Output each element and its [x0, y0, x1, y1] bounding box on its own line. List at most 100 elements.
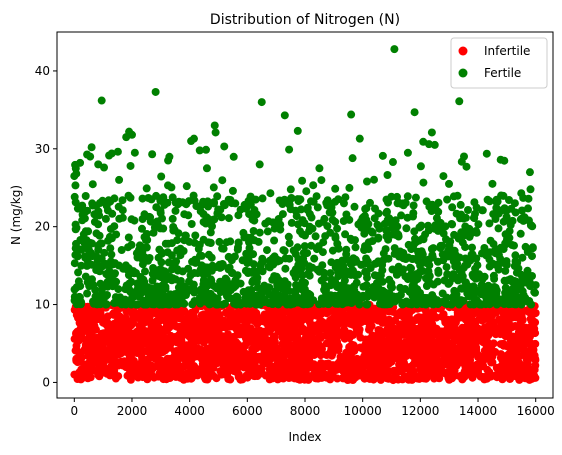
infertile-point: [413, 374, 422, 383]
fertile-point: [182, 182, 191, 191]
fertile-point: [203, 263, 212, 272]
fertile-point: [445, 241, 454, 250]
fertile-point: [257, 98, 266, 107]
x-tick-label: 2000: [117, 404, 148, 418]
infertile-point: [154, 322, 163, 331]
fertile-point: [294, 294, 303, 303]
fertile-point: [83, 256, 92, 265]
fertile-point: [199, 276, 208, 285]
fertile-point: [339, 299, 348, 308]
fertile-point: [488, 179, 497, 188]
fertile-point: [271, 297, 280, 306]
infertile-point: [120, 315, 128, 324]
fertile-point: [411, 193, 420, 202]
fertile-point: [169, 292, 178, 301]
infertile-point: [528, 308, 537, 317]
fertile-point: [403, 213, 412, 222]
infertile-point: [356, 333, 365, 342]
fertile-point: [207, 253, 216, 262]
fertile-point: [107, 149, 116, 158]
infertile-point: [196, 345, 205, 354]
fertile-point: [174, 200, 182, 209]
infertile-point: [126, 375, 135, 384]
fertile-point: [113, 298, 122, 307]
x-tick-label: 16000: [517, 404, 555, 418]
infertile-point: [242, 339, 251, 347]
infertile-point: [449, 353, 458, 362]
fertile-point: [362, 254, 371, 263]
infertile-point: [172, 354, 181, 363]
infertile-point: [404, 312, 413, 321]
fertile-point: [459, 296, 468, 305]
fertile-point: [293, 126, 302, 135]
infertile-point: [165, 335, 174, 344]
infertile-point: [180, 342, 189, 350]
fertile-point: [208, 222, 216, 231]
fertile-point: [138, 215, 147, 223]
fertile-point: [379, 249, 388, 258]
infertile-point: [179, 353, 188, 362]
fertile-point: [215, 260, 224, 269]
x-tick-label: 6000: [232, 404, 263, 418]
fertile-point: [397, 211, 406, 220]
fertile-point: [518, 253, 527, 262]
infertile-point: [450, 330, 459, 338]
infertile-point: [200, 366, 209, 375]
infertile-point: [179, 330, 188, 339]
fertile-point: [163, 248, 172, 257]
fertile-point: [209, 183, 218, 192]
fertile-point: [473, 261, 482, 270]
infertile-point: [98, 343, 107, 352]
fertile-point: [96, 279, 105, 288]
fertile-point: [335, 267, 344, 276]
fertile-point: [482, 251, 491, 259]
infertile-point: [385, 356, 394, 365]
fertile-point: [528, 252, 536, 261]
infertile-point: [501, 323, 510, 332]
fertile-point: [496, 259, 505, 268]
fertile-point: [309, 181, 318, 190]
x-tick-label: 10000: [344, 404, 382, 418]
fertile-point: [360, 229, 369, 238]
fertile-point: [258, 194, 267, 203]
infertile-point: [340, 313, 348, 322]
infertile-point: [337, 365, 346, 374]
fertile-point: [158, 214, 166, 223]
fertile-point: [128, 289, 137, 298]
fertile-point: [77, 261, 86, 270]
infertile-point: [458, 308, 467, 317]
infertile-point: [513, 357, 522, 366]
x-tick-label: 14000: [459, 404, 497, 418]
infertile-point: [269, 337, 278, 346]
infertile-point: [92, 325, 100, 334]
fertile-point: [399, 249, 408, 257]
infertile-point: [271, 314, 280, 323]
infertile-point: [361, 361, 370, 370]
fertile-point: [215, 237, 224, 246]
infertile-point: [333, 316, 342, 325]
infertile-point: [413, 345, 422, 354]
fertile-point: [268, 254, 277, 263]
infertile-point: [237, 330, 246, 339]
infertile-point: [525, 346, 534, 355]
infertile-point: [226, 315, 235, 324]
fertile-point: [192, 257, 201, 266]
fertile-point: [229, 152, 238, 161]
infertile-point: [257, 316, 266, 325]
fertile-point: [264, 298, 273, 307]
fertile-point: [367, 227, 376, 236]
infertile-point: [355, 371, 364, 380]
legend: Infertile Fertile: [450, 37, 548, 89]
fertile-point: [394, 262, 403, 271]
fertile-point: [171, 206, 180, 215]
fertile-point: [73, 298, 82, 307]
legend-label: Fertile: [484, 66, 521, 80]
fertile-point: [156, 196, 165, 205]
fertile-point: [386, 282, 395, 291]
infertile-point: [474, 365, 483, 374]
fertile-point: [93, 300, 102, 309]
infertile-point: [370, 369, 379, 378]
infertile-point: [456, 329, 465, 338]
infertile-point: [397, 365, 406, 373]
fertile-point: [280, 111, 289, 120]
